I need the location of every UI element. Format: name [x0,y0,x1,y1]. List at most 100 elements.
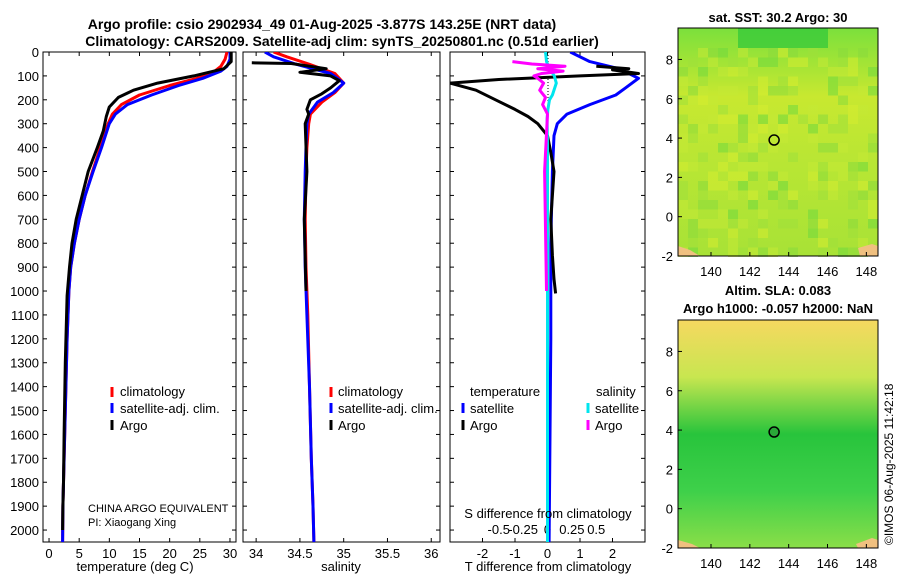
sst-pixel [708,171,718,181]
sst-pixel [848,57,858,67]
sst-pixel [728,219,738,229]
sst-pixel [728,152,738,162]
map-x-tick-label: 144 [778,556,800,571]
sst-pixel [778,76,788,86]
y-tick-label: 700 [17,212,39,227]
sst-pixel [728,247,738,257]
sst-pixel [738,124,748,134]
map-x-tick-label: 144 [778,264,800,279]
x-tick-label: 35.5 [375,546,400,561]
sst-pixel [688,57,698,67]
sst-pixel [818,162,828,172]
sst-pixel [818,143,828,153]
temperature-panel: 0100200300400500600700800900100011001200… [10,45,237,574]
sst-pixel [778,48,788,58]
sst-pixel [688,86,698,96]
depth-axis: 0 100 200 300 400 500 600 700 800 900 1000 1100 1200… [10,45,236,538]
map-y-tick-label: 2 [666,170,673,185]
sst-pixel [768,57,778,67]
sst-pixel [718,48,728,58]
sst-pixel [688,209,698,219]
map-x-tick-label: 148 [855,556,877,571]
sst-pixel [728,143,738,153]
sst-pixel [778,200,788,210]
sst-pixel [758,143,768,153]
sst-pixel [758,228,768,238]
sst-map-axes: 140 142 144 146 148 -2 0 2 4 6 8 [661,52,877,279]
map-x-tick-label: 142 [739,264,761,279]
sst-warm-patch [738,28,828,48]
legend-temperature-header: temperature [470,384,540,399]
sst-pixel [688,219,698,229]
sst-pixel [738,219,748,229]
s-difference-label: S difference from climatology [464,506,632,521]
sst-pixel [788,57,798,67]
sst-pixel [848,228,858,238]
sst-pixel [828,76,838,86]
y-tick-label: 300 [17,117,39,132]
sst-pixel [728,171,738,181]
sst-pixel [808,228,818,238]
sst-pixel [838,76,848,86]
y-tick-label: 500 [17,165,39,180]
sst-pixel [748,238,758,248]
x-tick-label: 30 [223,546,237,561]
x-tick-label: 35 [336,546,350,561]
sst-pixel [758,162,768,172]
sst-pixel [678,181,688,191]
y-tick-label: 1600 [10,427,39,442]
y-tick-label: 0 [32,45,39,60]
sst-pixel [748,86,758,96]
map-x-tick-label: 140 [700,556,722,571]
sst-pixel [778,124,788,134]
sst-pixel [768,48,778,58]
difference-panel: -2 -1 0 1 2 -0.5-0.25 0 0.25 0.5 S difference f… [449,51,646,574]
sst-pixel [698,67,708,77]
s-tick-label: -0.25 [508,522,538,537]
sst-pixel [698,181,708,191]
sst-pixel [728,228,738,238]
sst-pixel [858,181,868,191]
sst-pixel [788,48,798,58]
sst-pixel [858,105,868,115]
sst-pixel [758,114,768,124]
map-y-tick-label: -2 [661,249,673,264]
credit-line2: PI: Xiaogang Xing [88,517,176,529]
sst-pixel [838,247,848,257]
sst-pixel [798,114,808,124]
y-tick-label: 1200 [10,332,39,347]
x-tick-label: 34.5 [287,546,312,561]
sst-pixel [788,152,798,162]
sst-pixel [708,124,718,134]
sst-pixel [718,86,728,96]
sst-pixel [868,219,878,229]
temperature-legend: climatology satellite-adj. clim. Argo [110,384,220,433]
sst-pixel [788,190,798,200]
sst-field-texture [678,48,878,257]
sst-pixel [858,152,868,162]
sst-pixel [758,76,768,86]
sst-pixel [838,143,848,153]
sst-pixel [778,181,788,191]
map-x-tick-label: 146 [817,556,839,571]
x-tick-label: 5 [76,546,83,561]
x-tick-label: 20 [162,546,176,561]
map-y-tick-label: 2 [666,462,673,477]
sst-pixel [738,162,748,172]
sst-pixel [678,162,688,172]
sst-map-title: sat. SST: 30.2 Argo: 30 [709,10,848,25]
series-line-salinity-argo [512,60,567,292]
sst-pixel [778,86,788,96]
sst-pixel [728,114,738,124]
temperature-x-axis: 0 5 10 15 20 25 30 [45,52,237,561]
sst-pixel [678,114,688,124]
x-tick-label: 2 [609,546,616,561]
sst-pixel [738,247,748,257]
sla-coast-land-east [856,538,878,548]
sst-pixel [708,238,718,248]
temperature-lines [61,52,233,542]
sst-pixel [828,190,838,200]
sst-pixel [778,114,788,124]
sst-pixel [728,209,738,219]
sst-pixel [748,162,758,172]
